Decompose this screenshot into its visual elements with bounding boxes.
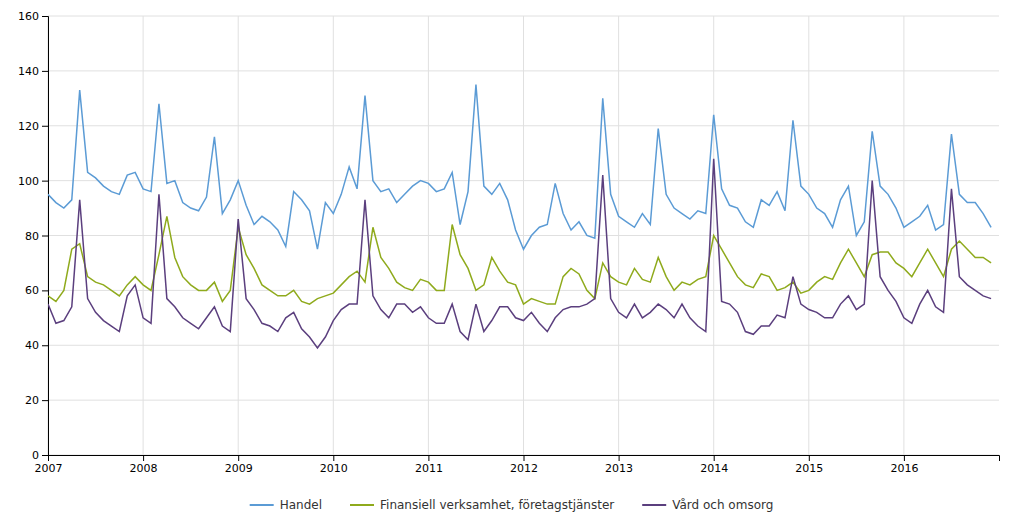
x-axis-tick-mark	[238, 455, 239, 461]
y-axis-tick-label: 100	[18, 175, 39, 188]
y-axis-tick-label: 80	[25, 230, 39, 243]
y-axis-tick-label: 120	[18, 120, 39, 133]
x-axis-tick: 2008	[130, 455, 158, 475]
grid-line-x	[333, 16, 334, 455]
x-axis-tick-label: 2016	[890, 462, 918, 475]
x-axis-tick-label: 2007	[35, 462, 63, 475]
x-axis-tick-label: 2013	[605, 462, 633, 475]
x-axis-tick-label: 2010	[320, 462, 348, 475]
legend-swatch	[642, 504, 666, 506]
grid-line-x	[808, 16, 809, 455]
x-axis-tick: 2012	[510, 455, 538, 475]
y-axis-tick-mark	[42, 290, 48, 291]
x-axis-tick: 2016	[890, 455, 918, 475]
x-axis-tick: 2015	[795, 455, 823, 475]
x-axis: 2007 2008 2009 2010 2011 2012 2013 2014 2015 2016	[35, 455, 1000, 475]
y-axis-tick-mark	[42, 345, 48, 346]
x-axis-tick-label: 2015	[795, 462, 823, 475]
y-axis-tick: 120	[18, 120, 48, 133]
x-axis-tick: 2014	[700, 455, 728, 475]
y-axis-tick: 80	[25, 230, 48, 243]
grid	[48, 16, 999, 455]
x-axis-line	[49, 456, 1000, 462]
y-axis-tick: 60	[25, 284, 48, 297]
x-axis-tick-label: 2012	[510, 462, 538, 475]
x-axis-tick-label: 2009	[225, 462, 253, 475]
series-line	[48, 159, 991, 348]
y-axis-line	[42, 17, 49, 456]
grid-line-x	[428, 16, 429, 455]
y-axis-tick: 140	[18, 65, 48, 78]
x-axis-tick: 2011	[415, 455, 443, 475]
y-axis-tick-mark	[42, 71, 48, 72]
chart-svg: 2007200820092010201120122013201420152016…	[0, 0, 1023, 531]
grid-line-x	[523, 16, 524, 455]
y-axis-tick-label: 40	[25, 339, 39, 352]
grid-line-x	[618, 16, 619, 455]
y-axis-tick-label: 0	[32, 449, 39, 462]
y-axis-tick-mark	[42, 400, 48, 401]
series-line	[48, 216, 991, 304]
x-axis-tick-mark	[809, 455, 810, 461]
y-axis-tick: 160	[18, 10, 48, 23]
legend-item: Handel	[250, 498, 322, 512]
legend-swatch	[250, 504, 274, 506]
legend-label: Vård och omsorg	[672, 498, 773, 512]
y-axis: 0 20 40 60 80 100 120 140 160	[18, 10, 49, 462]
y-axis-tick: 100	[18, 175, 48, 188]
y-axis-tick: 40	[25, 339, 48, 352]
x-axis-tick: 2013	[605, 455, 633, 475]
y-axis-tick-label: 140	[18, 65, 39, 78]
legend: Handel Finansiell verksamhet, företagstjä…	[250, 498, 774, 512]
grid-line-x	[903, 16, 904, 455]
y-axis-tick-mark	[42, 126, 48, 127]
y-axis-tick: 20	[25, 394, 48, 407]
chart-container: 2007200820092010201120122013201420152016…	[0, 0, 1023, 531]
y-axis-tick-mark	[42, 181, 48, 182]
y-axis-tick-label: 20	[25, 394, 39, 407]
plot-area: 2007200820092010201120122013201420152016…	[18, 10, 1000, 475]
legend-swatch	[350, 504, 374, 506]
legend-label: Finansiell verksamhet, företagstjänster	[380, 498, 614, 512]
x-axis-tick-mark	[428, 455, 429, 461]
x-axis-tick-mark	[333, 455, 334, 461]
x-axis-tick-mark	[524, 455, 525, 461]
legend-item: Finansiell verksamhet, företagstjänster	[350, 498, 614, 512]
x-axis-tick-label: 2008	[130, 462, 158, 475]
y-axis-tick-label: 160	[18, 10, 39, 23]
y-axis-tick-mark	[42, 455, 48, 456]
series-line	[48, 85, 991, 250]
y-axis-tick: 0	[32, 449, 48, 462]
legend-label: Handel	[280, 498, 322, 512]
y-axis-tick-mark	[42, 236, 48, 237]
y-axis-tick-label: 60	[25, 284, 39, 297]
x-axis-tick-mark	[143, 455, 144, 461]
x-axis-tick-mark	[904, 455, 905, 461]
x-axis-tick: 2010	[320, 455, 348, 475]
y-axis-tick-mark	[42, 16, 48, 17]
x-axis-tick: 2009	[225, 455, 253, 475]
legend-item: Vård och omsorg	[642, 498, 773, 512]
x-axis-tick-label: 2014	[700, 462, 728, 475]
x-axis-tick-mark	[619, 455, 620, 461]
x-axis-tick-label: 2011	[415, 462, 443, 475]
x-axis-tick-mark	[714, 455, 715, 461]
grid-line-x	[143, 16, 144, 455]
lines	[48, 85, 991, 348]
